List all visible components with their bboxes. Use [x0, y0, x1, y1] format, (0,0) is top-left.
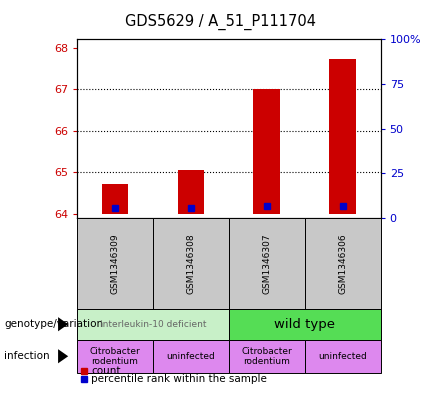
Text: GSM1346306: GSM1346306 [338, 233, 347, 294]
Bar [330, 59, 356, 214]
Bar [253, 89, 280, 214]
Bar [102, 184, 128, 214]
Text: interleukin-10 deficient: interleukin-10 deficient [99, 320, 206, 329]
Text: GDS5629 / A_51_P111704: GDS5629 / A_51_P111704 [125, 14, 315, 30]
Text: GSM1346307: GSM1346307 [262, 233, 271, 294]
Polygon shape [58, 317, 68, 331]
Text: GSM1346309: GSM1346309 [110, 233, 119, 294]
Text: genotype/variation: genotype/variation [4, 319, 103, 329]
Text: Citrobacter
rodentium: Citrobacter rodentium [90, 347, 140, 366]
Text: infection: infection [4, 351, 50, 361]
Text: wild type: wild type [274, 318, 335, 331]
Text: count: count [91, 366, 121, 376]
Text: percentile rank within the sample: percentile rank within the sample [91, 374, 267, 384]
Text: uninfected: uninfected [318, 352, 367, 361]
Text: Citrobacter
rodentium: Citrobacter rodentium [242, 347, 292, 366]
Polygon shape [58, 349, 68, 363]
Text: uninfected: uninfected [166, 352, 215, 361]
Bar [178, 170, 204, 214]
Text: GSM1346308: GSM1346308 [187, 233, 195, 294]
